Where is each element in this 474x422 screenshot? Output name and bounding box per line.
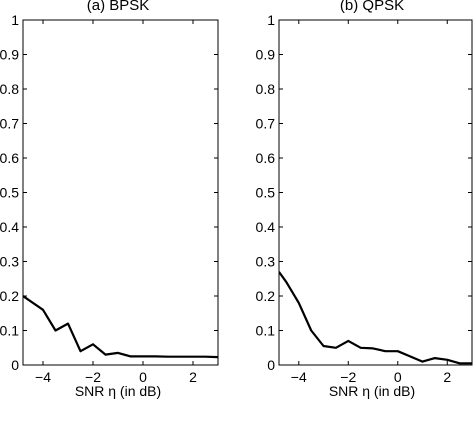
x-tick-label: −4 xyxy=(291,369,307,385)
x-tick-label: −2 xyxy=(340,369,356,385)
y-tick-label: 1 xyxy=(11,12,19,28)
y-tick-label: 0.3 xyxy=(256,254,276,270)
x-tick-label: −2 xyxy=(85,369,101,385)
y-tick-label: 0.7 xyxy=(0,116,19,132)
panel-title: (b) QPSK xyxy=(340,0,404,14)
x-tick-label: 2 xyxy=(189,369,197,385)
plot-frame xyxy=(22,19,219,366)
y-tick-label: 0.6 xyxy=(256,150,276,166)
y-tick-label: 0.2 xyxy=(0,288,19,304)
x-tick-label: −4 xyxy=(35,369,51,385)
y-tick-label: 0.8 xyxy=(256,81,276,97)
series-line xyxy=(279,271,472,365)
y-tick-label: 0.1 xyxy=(256,323,276,339)
plot-frame xyxy=(278,19,473,366)
panel-title: (a) BPSK xyxy=(87,0,150,14)
y-tick-label: 0.9 xyxy=(256,47,276,63)
y-tick-label: 0 xyxy=(267,357,275,373)
y-tick-label: 0.2 xyxy=(256,288,276,304)
y-tick-label: 0.9 xyxy=(0,47,19,63)
y-tick-label: 0.7 xyxy=(256,116,276,132)
y-tick-label: 0.5 xyxy=(256,185,276,201)
x-tick-label: 0 xyxy=(139,369,147,385)
y-tick-label: 0.5 xyxy=(0,185,19,201)
y-tick-label: 1 xyxy=(267,12,275,28)
x-tick-label: 2 xyxy=(443,369,451,385)
y-tick-label: 0.6 xyxy=(0,150,19,166)
x-axis-label: SNR η (in dB) xyxy=(329,383,415,399)
y-tick-label: 0.4 xyxy=(0,219,19,235)
panel-qpsk: (b) QPSK SNR η (in dB) 0 0.1 0.2 0.3 0.4 0.5 0… xyxy=(256,0,473,399)
y-tick-label: 0.1 xyxy=(0,323,19,339)
y-tick-label: 0.4 xyxy=(256,219,276,235)
series-line xyxy=(23,295,218,359)
panel-bpsk: (a) BPSK SNR η (in dB) 0 0.1 0.2 0.3 0.4 0.5 0… xyxy=(0,0,219,399)
y-tick-label: 0 xyxy=(11,357,19,373)
y-tick-label: 0.8 xyxy=(0,81,19,97)
x-tick-label: 0 xyxy=(394,369,402,385)
x-axis-label: SNR η (in dB) xyxy=(75,383,161,399)
y-tick-label: 0.3 xyxy=(0,254,19,270)
